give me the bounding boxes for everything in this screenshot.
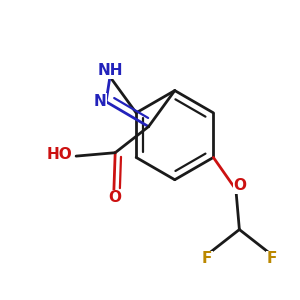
Text: F: F — [267, 251, 277, 266]
Text: O: O — [108, 190, 121, 206]
Text: NH: NH — [97, 63, 123, 78]
Text: F: F — [202, 251, 212, 266]
Text: N: N — [94, 94, 106, 109]
Text: O: O — [233, 178, 246, 193]
Text: HO: HO — [47, 147, 73, 162]
